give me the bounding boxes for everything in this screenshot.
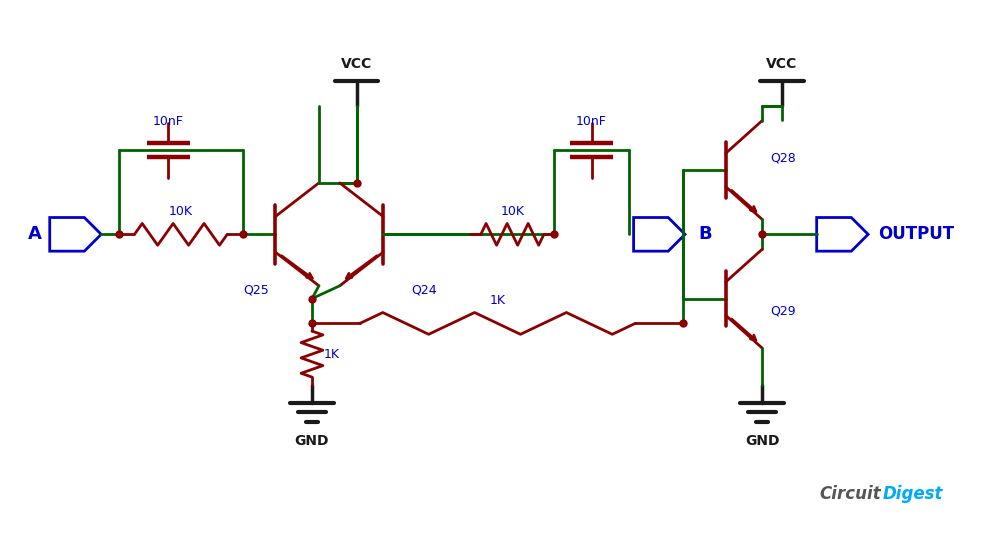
Text: Q24: Q24 <box>411 284 437 297</box>
Text: B: B <box>698 225 712 244</box>
Text: GND: GND <box>295 434 329 448</box>
Text: Q29: Q29 <box>770 304 796 317</box>
Text: 10K: 10K <box>500 205 524 217</box>
Text: OUTPUT: OUTPUT <box>878 225 954 244</box>
Text: 10K: 10K <box>169 205 193 217</box>
Text: Digest: Digest <box>883 485 943 502</box>
Text: 1K: 1K <box>490 294 506 307</box>
Text: Q28: Q28 <box>770 152 796 164</box>
Text: 10nF: 10nF <box>576 115 607 129</box>
Text: 1K: 1K <box>324 348 340 360</box>
Text: Q25: Q25 <box>244 284 269 297</box>
Text: Circuit: Circuit <box>819 485 881 502</box>
Text: A: A <box>28 225 42 244</box>
Text: 10nF: 10nF <box>153 115 184 129</box>
Text: VCC: VCC <box>341 57 372 71</box>
Text: GND: GND <box>745 434 779 448</box>
Text: VCC: VCC <box>766 57 798 71</box>
